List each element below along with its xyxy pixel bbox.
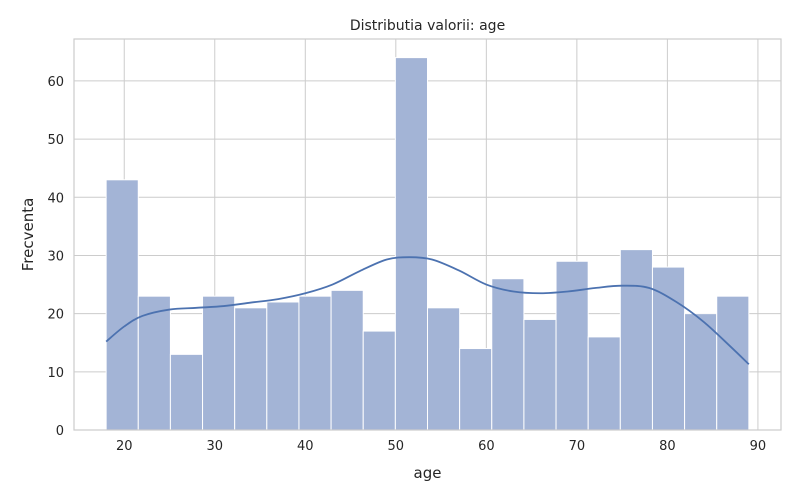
y-tick-label: 60	[47, 75, 64, 90]
histogram-bar	[105, 179, 139, 431]
histogram-bar	[202, 295, 236, 431]
histogram-bar	[234, 307, 268, 431]
y-tick-label: 10	[47, 366, 64, 381]
histogram-bar	[619, 249, 653, 431]
histogram-bar	[459, 348, 493, 431]
y-tick-label: 30	[47, 249, 64, 264]
chart-title: Distributia valorii: age	[350, 18, 505, 34]
y-tick-label: 50	[47, 133, 64, 148]
x-tick-label: 90	[750, 439, 767, 454]
histogram-bar	[555, 260, 589, 431]
histogram-bar	[394, 57, 429, 431]
histogram-bar	[684, 313, 718, 431]
histogram-bar	[330, 289, 364, 431]
histogram-bar	[169, 353, 204, 431]
x-axis-label: age	[414, 464, 442, 482]
y-tick-label: 40	[47, 191, 64, 206]
x-tick-label: 30	[206, 439, 223, 454]
histogram-bar	[266, 301, 300, 431]
x-tick-label: 60	[478, 439, 495, 454]
y-tick-labels: 0 10 20 30 40 50 60	[47, 75, 64, 439]
histogram-bar	[523, 318, 557, 431]
kde-curve	[105, 256, 750, 365]
y-axis-label: Frecventa	[19, 198, 37, 272]
plot-frame	[73, 38, 782, 431]
histogram-bar	[362, 330, 396, 431]
x-tick-label: 40	[297, 439, 314, 454]
y-tick-label: 0	[56, 424, 64, 439]
x-tick-label: 20	[116, 439, 133, 454]
x-tick-label: 50	[388, 439, 405, 454]
x-tick-label: 80	[659, 439, 676, 454]
histogram-bar	[137, 295, 171, 431]
x-tick-labels: 20 30 40 50 60 70 80 90	[116, 439, 766, 454]
histogram-bar	[587, 336, 621, 431]
histogram-bar	[298, 295, 332, 431]
histogram-bar	[716, 295, 750, 431]
y-tick-label: 20	[47, 308, 64, 323]
histogram-bars	[105, 57, 750, 431]
histogram-bar	[491, 278, 525, 431]
x-tick-label: 70	[569, 439, 586, 454]
histogram-bar	[427, 307, 461, 431]
